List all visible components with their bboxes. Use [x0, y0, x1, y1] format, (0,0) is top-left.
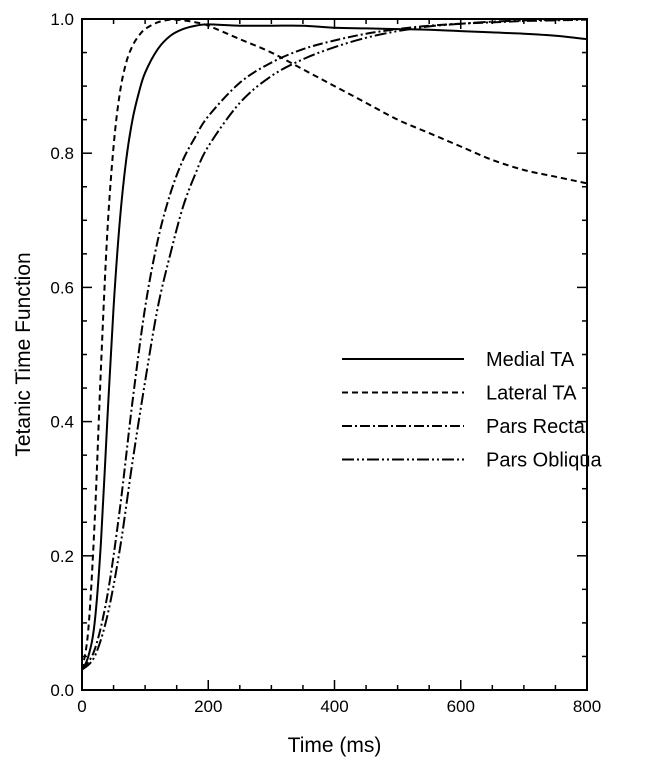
x-tick-label: 600 — [447, 697, 475, 716]
y-tick-label: 1.0 — [50, 10, 74, 29]
y-tick-label: 0.4 — [50, 413, 74, 432]
legend-label-pars-obliqua: Pars Obliqua — [486, 450, 602, 472]
y-tick-label: 0.0 — [50, 681, 74, 700]
y-axis-label: Tetanic Time Function — [12, 252, 35, 456]
x-axis-label: Time (ms) — [288, 734, 382, 757]
series-line-pars-obliqua — [81, 18, 588, 671]
legend-label-medial-ta: Medial TA — [486, 349, 575, 371]
x-tick-label: 400 — [320, 697, 348, 716]
y-tick-label: 0.2 — [50, 547, 74, 566]
series-line-medial-ta — [81, 23, 588, 671]
legend-label-pars-recta: Pars Recta — [486, 416, 586, 438]
x-tick-label: 0 — [77, 697, 86, 716]
x-tick-label: 800 — [573, 697, 601, 716]
series-line-lateral-ta — [81, 18, 588, 671]
y-tick-label: 0.6 — [50, 278, 74, 297]
series-line-pars-recta — [81, 18, 588, 671]
y-tick-label: 0.8 — [50, 144, 74, 163]
x-tick-label: 200 — [194, 697, 222, 716]
legend-label-lateral-ta: Lateral TA — [486, 383, 577, 405]
